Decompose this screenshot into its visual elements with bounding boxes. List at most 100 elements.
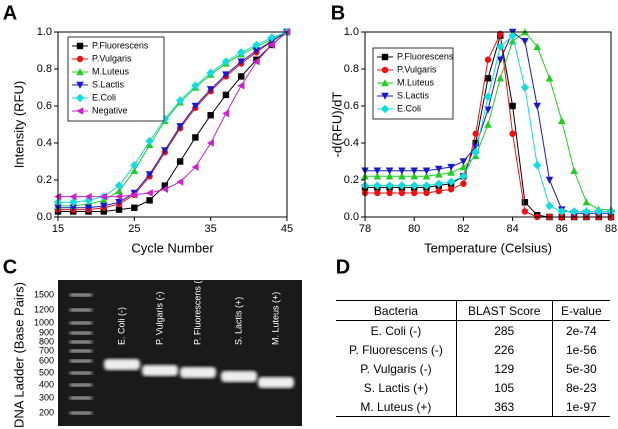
marker bbox=[569, 207, 579, 216]
ladder-band bbox=[70, 383, 92, 387]
legend-marker bbox=[76, 107, 84, 115]
marker bbox=[252, 47, 261, 55]
marker bbox=[422, 181, 431, 190]
ladder-band bbox=[70, 396, 92, 400]
legend-marker bbox=[381, 79, 389, 87]
marker bbox=[422, 167, 431, 175]
marker bbox=[237, 81, 245, 90]
marker bbox=[484, 106, 492, 114]
marker bbox=[509, 130, 516, 137]
legend-marker bbox=[380, 104, 390, 114]
marker bbox=[460, 180, 467, 187]
marker bbox=[222, 91, 230, 99]
table-cell: 5e-30 bbox=[551, 359, 610, 378]
marker bbox=[176, 123, 184, 131]
marker bbox=[423, 189, 430, 197]
marker bbox=[484, 75, 492, 82]
marker bbox=[373, 172, 382, 180]
lane-band bbox=[104, 359, 140, 370]
y-tick-label: 0.2 bbox=[37, 174, 52, 186]
marker bbox=[385, 181, 394, 190]
series-line bbox=[58, 31, 288, 212]
marker bbox=[145, 189, 153, 197]
marker bbox=[374, 189, 381, 197]
table-cell: 2e-74 bbox=[551, 320, 610, 340]
series-line bbox=[58, 31, 288, 209]
y-tick-label: 1.0 bbox=[37, 26, 52, 38]
x-tick-label: 82 bbox=[457, 223, 469, 235]
ladder-label: 1500 bbox=[34, 289, 54, 299]
legend-marker bbox=[381, 53, 389, 61]
ladder-band bbox=[70, 293, 92, 297]
y-tick-label: 0.0 bbox=[37, 211, 52, 223]
ladder-band bbox=[70, 331, 92, 335]
marker bbox=[484, 56, 492, 63]
marker bbox=[521, 38, 529, 46]
marker bbox=[582, 207, 591, 216]
x-tick-label: 86 bbox=[556, 223, 568, 235]
ladder-label: 800 bbox=[39, 336, 54, 346]
table-header: Bacteria BLAST Score E-value bbox=[336, 300, 610, 321]
panel-label: C bbox=[3, 256, 17, 278]
marker bbox=[115, 199, 123, 206]
table-row: E. Coli (-) 285 2e-74 bbox=[336, 320, 610, 340]
marker bbox=[206, 139, 214, 147]
marker bbox=[191, 81, 200, 90]
marker bbox=[237, 58, 245, 66]
marker bbox=[484, 120, 492, 128]
table-row: P. Fluorescens (-) 226 1e-56 bbox=[336, 340, 610, 359]
y-tick-label: 0.8 bbox=[37, 63, 52, 75]
panel-label: B bbox=[331, 2, 345, 24]
legend-marker bbox=[76, 68, 84, 76]
marker bbox=[130, 191, 138, 199]
marker bbox=[146, 197, 153, 204]
marker bbox=[100, 208, 107, 215]
marker bbox=[471, 148, 480, 157]
lane-band bbox=[221, 371, 257, 382]
marker bbox=[558, 117, 566, 124]
legend-label: P.Fluorescens bbox=[397, 51, 454, 61]
table-cell: 8e-23 bbox=[551, 378, 610, 397]
series-line bbox=[58, 31, 288, 207]
marker bbox=[84, 192, 92, 201]
y-tick-label: 0.6 bbox=[37, 100, 52, 112]
x-tick-label: 88 bbox=[605, 223, 617, 235]
ladder-band bbox=[70, 359, 92, 363]
ladder-label: 200 bbox=[39, 407, 54, 417]
marker bbox=[496, 74, 505, 82]
table-row: M. Luteus (+) 363 1e-97 bbox=[336, 397, 610, 417]
y-tick-label: 0.2 bbox=[344, 174, 359, 186]
marker bbox=[422, 172, 431, 180]
marker bbox=[176, 178, 184, 186]
marker bbox=[496, 56, 505, 64]
legend-label: Negative bbox=[92, 105, 128, 115]
marker bbox=[496, 42, 505, 51]
x-axis-title: Temperature (Celsius) bbox=[424, 240, 552, 255]
marker bbox=[69, 192, 77, 201]
ladder-label: 500 bbox=[39, 367, 54, 377]
marker bbox=[509, 102, 516, 110]
marker bbox=[161, 185, 169, 194]
marker bbox=[131, 204, 138, 211]
legend-label: S.Lactis bbox=[397, 90, 430, 100]
marker bbox=[398, 172, 406, 180]
y-tick-label: 0.0 bbox=[344, 211, 359, 223]
marker bbox=[411, 189, 418, 197]
table-cell: E-value bbox=[551, 300, 610, 321]
legend-label: M.Luteus bbox=[92, 66, 130, 76]
marker bbox=[221, 57, 231, 66]
panel-label: D bbox=[336, 256, 350, 278]
table-body: E. Coli (-) 285 2e-74 P. Fluorescens (-) 226… bbox=[336, 320, 610, 417]
marker bbox=[398, 167, 406, 175]
x-tick-label: 25 bbox=[128, 223, 140, 235]
lane-label: P. Fluorescens (-) bbox=[192, 275, 202, 345]
y-axis-title: -d(RFU)/dT bbox=[329, 92, 344, 158]
marker bbox=[447, 168, 455, 176]
legend-marker bbox=[76, 42, 84, 50]
marker bbox=[472, 139, 479, 147]
plot-frame bbox=[57, 31, 288, 218]
lane-band bbox=[180, 367, 216, 378]
marker bbox=[160, 114, 170, 124]
ladder-label: 700 bbox=[39, 345, 54, 355]
